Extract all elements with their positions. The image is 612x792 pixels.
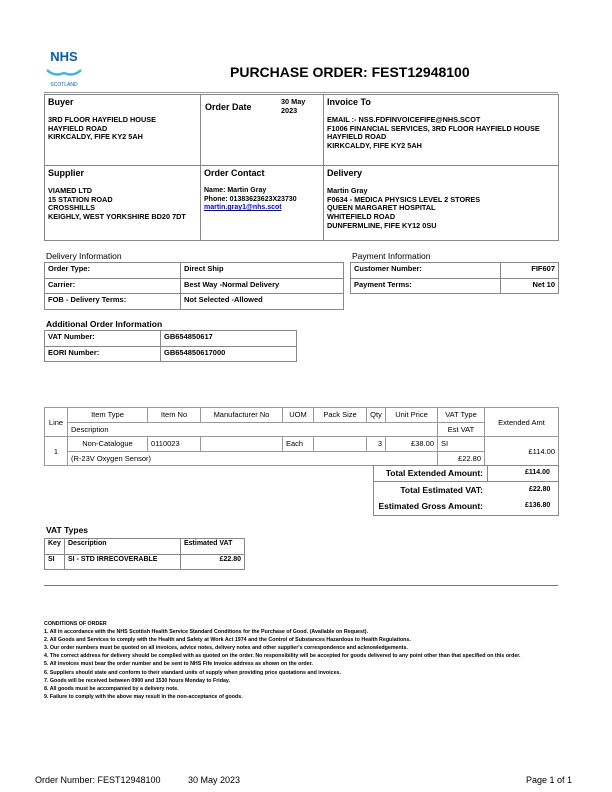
saltire-wave-icon [46,69,82,76]
table-header-row: Key Description Estimated VAT [44,538,245,555]
table-row: VAT Number: GB654850617 [44,330,297,347]
table-row: FOB - Delivery Terms: Not Selected -Allow… [44,293,344,310]
supplier-section: Supplier VIAMED LTD 15 STATION ROAD CROSSH… [48,168,186,222]
delivery-section: Delivery Martin Gray F0634 - MEDICA PHYSI… [327,168,481,230]
payment-info-label: Payment Information [352,251,431,261]
additional-info-table: VAT Number: GB654850617 EORI Number: GB654… [44,330,297,362]
conditions-of-order: CONDITIONS OF ORDER 1. All in accordance… [44,621,521,700]
table-row: SI SI - STD IRRECOVERABLE £22.80 [44,553,245,570]
footer-date: 30 May 2023 [188,775,241,785]
vat-types-table: Key Description Estimated VAT SI SI - STD I… [44,538,245,570]
section-divider [44,585,558,586]
total-extended-value: £114.00 [525,469,550,476]
table-header-row: Description Est VAT [45,421,559,437]
vat-types-label: VAT Types [46,525,89,535]
footer-page-number: Page 1 of 1 [526,775,573,785]
contact-email-link[interactable]: martin.gray1@nhs.scot [204,204,282,212]
nhs-logo: NHS SCOTLAND [44,50,84,90]
table-row: Order Type: Direct Ship [44,262,344,279]
order-date-label: Order Date [205,102,252,112]
delivery-info-table: Order Type: Direct Ship Carrier: Best Way … [44,262,344,310]
table-row: (R-23V Oxygen Sensor) £22.80 [45,450,559,466]
invoice-to-section: Invoice To EMAIL :- NSS.FDFINVOICEFIFE@N… [327,97,540,151]
total-extended-label: Total Extended Amount: [385,468,483,478]
line-items-table: Line Item Type Item No Manufacturer No U… [44,407,559,466]
table-row: Payment Terms: Net 10 [350,277,559,294]
gross-amount-label: Estimated Gross Amount: [378,501,483,511]
table-row: Customer Number: FIF607 [350,262,559,279]
table-row: EORI Number: GB654850617000 [44,345,297,362]
table-row: Carrier: Best Way -Normal Delivery [44,277,344,294]
total-vat-value: £22.80 [529,486,551,493]
totals-box: Total Extended Amount: £114.00 Total Est… [373,465,559,516]
footer-order-number: Order Number: FEST12948100 [35,775,161,785]
order-contact-section: Order Contact Name: Martin Gray Phone: 01… [204,168,322,213]
delivery-info-label: Delivery Information [46,251,122,261]
gross-amount-value: £136.80 [525,502,551,509]
address-grid: Buyer 3RD FLOOR HAYFIELD HOUSE HAYFIELD R… [44,94,559,241]
table-header-row: Line Item Type Item No Manufacturer No U… [44,407,559,437]
additional-info-label: Additional Order Information [46,319,163,329]
total-vat-label: Total Estimated VAT: [400,485,483,495]
order-date-value: 30 May 2023 [281,97,306,115]
header-divider [44,92,558,93]
buyer-section: Buyer 3RD FLOOR HAYFIELD HOUSE HAYFIELD R… [48,97,156,142]
table-row: 1 Non-Catalogue 0110023 Each 3 £38.00 SI… [44,436,559,466]
payment-info-table: Customer Number: FIF607 Payment Terms: Net… [350,262,559,294]
page-title: PURCHASE ORDER: FEST12948100 [230,64,470,80]
